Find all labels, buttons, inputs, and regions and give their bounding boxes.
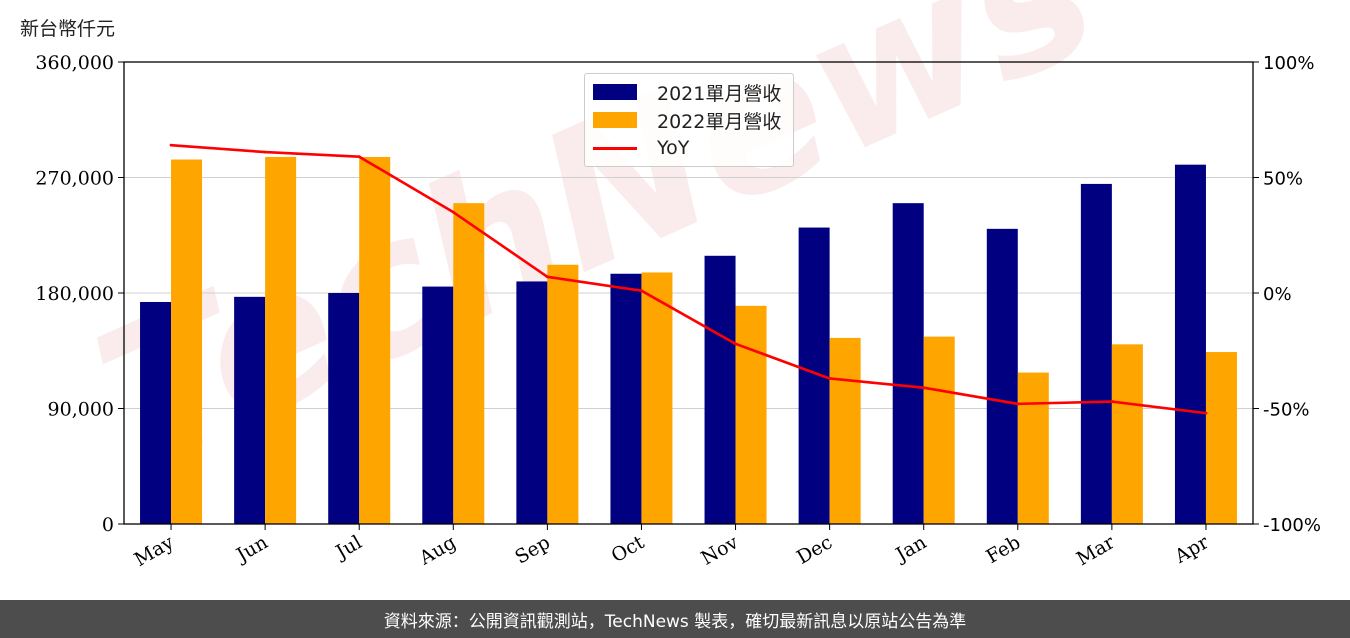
y-tick-label: 270,000 [35,168,114,190]
x-tick-label-apr: Apr [1170,531,1213,568]
x-tick-label-nov: Nov [697,531,742,570]
bar-2021-jun [234,296,266,524]
y-tick-label: 360,000 [35,52,114,74]
yoy-point-oct [640,289,643,293]
bar-2022-jul [359,156,391,524]
y2-tick-label: 50% [1263,169,1303,190]
legend-item-2022: 2022單月營收 [593,106,781,134]
bar-2021-feb [986,228,1018,525]
y2-tick-label: 0% [1263,284,1292,305]
y-tick-label: 0 [102,514,114,536]
bar-2021-oct [610,273,642,524]
legend-swatch-yoy [593,146,637,150]
bar-2022-feb [1017,372,1049,524]
legend: 2021單月營收 2022單月營收 YoY [584,73,794,167]
bar-2022-dec [829,337,861,524]
x-tick-label-jun: Jun [231,531,272,567]
legend-swatch-2021 [593,84,637,100]
x-tick-label-sep: Sep [511,531,554,568]
yoy-point-jul [357,155,361,159]
y2-tick-label: -50% [1263,400,1310,421]
yoy-point-may [169,143,173,147]
bar-2022-nov [735,305,767,524]
yoy-point-jan [922,386,926,390]
yoy-line [170,143,1207,415]
x-tick-label-may: May [131,531,178,571]
bar-2021-nov [704,255,736,525]
bar-2022-jan [923,336,955,524]
revenue-chart: TechNews 090,000180,000270,000360,000-10… [35,0,1321,571]
yoy-point-nov [734,342,737,346]
bar-2022-jun [265,156,297,524]
x-tick-label-aug: Aug [415,531,460,570]
bar-2021-jul [328,293,360,524]
bar-2022-mar [1111,344,1143,524]
legend-item-yoy: YoY [593,134,689,162]
x-tick-label-jan: Jan [890,531,930,567]
yoy-point-dec [828,377,832,380]
footer: 資料來源：公開資訊觀測站，TechNews 製表，確切最新訊息以原站公告為準 [0,600,1350,638]
bar-2021-sep [516,281,548,524]
bar-2021-may [140,301,172,524]
legend-label-2022: 2022單月營收 [657,110,782,133]
unit-label: 新台幣仟元 [20,18,116,40]
bar-2021-apr [1174,164,1206,524]
x-tick-label-mar: Mar [1073,531,1119,570]
bars [140,156,1237,525]
bar-2021-aug [422,286,454,524]
bar-2021-mar [1080,183,1112,524]
y-tick-label: 90,000 [48,399,114,421]
footer-text: 資料來源：公開資訊觀測站，TechNews 製表，確切最新訊息以原站公告為準 [383,611,967,632]
yoy-line-layer [169,143,1208,415]
y2-tick-label: 100% [1263,53,1314,74]
yoy-point-apr [1204,411,1208,415]
grid-lines [124,177,1253,409]
legend-label-yoy: YoY [657,137,690,159]
bar-2022-aug [453,203,485,524]
yoy-point-mar [1110,400,1114,403]
bar-2022-apr [1205,352,1237,524]
legend-label-2021: 2021單月營收 [657,82,782,105]
bar-2022-may [171,159,203,525]
x-tick-label-oct: Oct [608,531,649,567]
yoy-point-sep [545,275,549,279]
bar-2022-sep [547,264,579,524]
legend-item-2021: 2021單月營收 [593,78,781,106]
yoy-point-jun [263,150,267,154]
yoy-point-aug [451,210,455,214]
yoy-point-feb [1016,402,1020,406]
legend-swatch-2022 [593,112,637,128]
x-tick-label-dec: Dec [793,531,836,569]
x-tick-label-feb: Feb [982,531,1024,568]
y2-tick-label: -100% [1263,515,1321,536]
y-tick-label: 180,000 [35,283,114,305]
x-tick-label-jul: Jul [331,531,366,564]
bar-2022-oct [641,272,673,524]
bar-2021-jan [892,203,924,524]
